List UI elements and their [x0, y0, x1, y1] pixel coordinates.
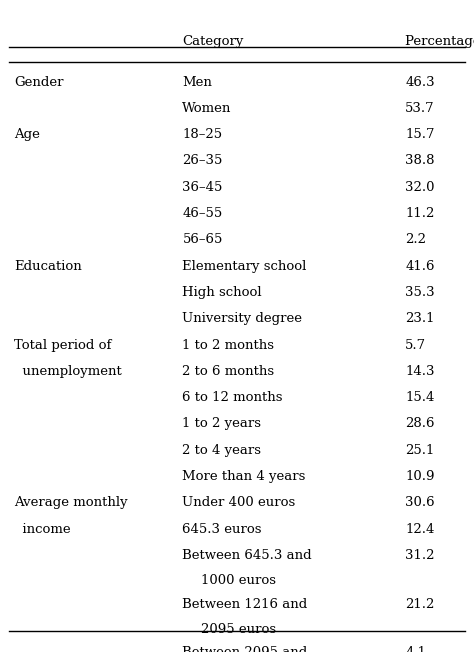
Text: 645.3 euros: 645.3 euros — [182, 522, 262, 535]
Text: 46–55: 46–55 — [182, 207, 223, 220]
Text: High school: High school — [182, 286, 262, 299]
Text: Under 400 euros: Under 400 euros — [182, 496, 296, 509]
Text: 4.1: 4.1 — [405, 647, 427, 652]
Text: Category: Category — [182, 35, 244, 48]
Text: 2 to 6 months: 2 to 6 months — [182, 365, 274, 378]
Text: 53.7: 53.7 — [405, 102, 435, 115]
Text: Gender: Gender — [14, 76, 64, 89]
Text: 18–25: 18–25 — [182, 128, 222, 141]
Text: 1 to 2 months: 1 to 2 months — [182, 338, 274, 351]
Text: Between 645.3 and: Between 645.3 and — [182, 549, 312, 562]
Text: Elementary school: Elementary school — [182, 259, 307, 273]
Text: More than 4 years: More than 4 years — [182, 470, 306, 483]
Text: Average monthly: Average monthly — [14, 496, 128, 509]
Text: Men: Men — [182, 76, 212, 89]
Text: 2.2: 2.2 — [405, 233, 427, 246]
Text: 21.2: 21.2 — [405, 598, 435, 611]
Text: 30.6: 30.6 — [405, 496, 435, 509]
Text: 36–45: 36–45 — [182, 181, 223, 194]
Text: 41.6: 41.6 — [405, 259, 435, 273]
Text: 2 to 4 years: 2 to 4 years — [182, 443, 261, 456]
Text: 35.3: 35.3 — [405, 286, 435, 299]
Text: 56–65: 56–65 — [182, 233, 223, 246]
Text: 2095 euros: 2095 euros — [201, 623, 276, 636]
Text: 5.7: 5.7 — [405, 338, 427, 351]
Text: 32.0: 32.0 — [405, 181, 435, 194]
Text: 31.2: 31.2 — [405, 549, 435, 562]
Text: University degree: University degree — [182, 312, 302, 325]
Text: 15.4: 15.4 — [405, 391, 435, 404]
Text: Between 1216 and: Between 1216 and — [182, 598, 308, 611]
Text: 12.4: 12.4 — [405, 522, 435, 535]
Text: Age: Age — [14, 128, 40, 141]
Text: 15.7: 15.7 — [405, 128, 435, 141]
Text: 11.2: 11.2 — [405, 207, 435, 220]
Text: 25.1: 25.1 — [405, 443, 435, 456]
Text: Percentage (%): Percentage (%) — [405, 35, 474, 48]
Text: 26–35: 26–35 — [182, 155, 223, 168]
Text: Education: Education — [14, 259, 82, 273]
Text: Total period of: Total period of — [14, 338, 111, 351]
Text: 23.1: 23.1 — [405, 312, 435, 325]
Text: 10.9: 10.9 — [405, 470, 435, 483]
Text: 14.3: 14.3 — [405, 365, 435, 378]
Text: income: income — [14, 522, 71, 535]
Text: 38.8: 38.8 — [405, 155, 435, 168]
Text: 46.3: 46.3 — [405, 76, 435, 89]
Text: 28.6: 28.6 — [405, 417, 435, 430]
Text: 6 to 12 months: 6 to 12 months — [182, 391, 283, 404]
Text: 1000 euros: 1000 euros — [201, 574, 275, 587]
Text: Between 2095 and: Between 2095 and — [182, 647, 308, 652]
Text: 1 to 2 years: 1 to 2 years — [182, 417, 261, 430]
Text: unemployment: unemployment — [14, 365, 122, 378]
Text: Women: Women — [182, 102, 232, 115]
